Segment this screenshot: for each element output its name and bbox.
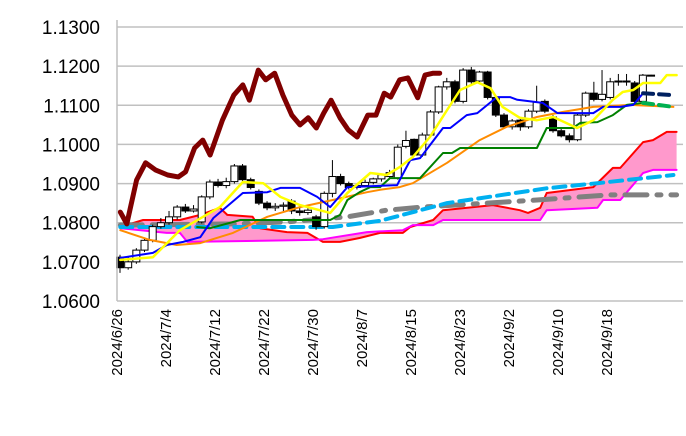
candle-bullish: [205, 181, 214, 198]
series-lines-front: [117, 67, 678, 262]
candle-bearish: [467, 69, 476, 83]
x-tick-label: 2024/7/30: [305, 309, 322, 376]
x-tick-label: 2024/8/7: [354, 309, 371, 367]
candle-bearish: [238, 165, 247, 181]
candle-bearish: [557, 130, 566, 137]
senkou-span-b-line: [119, 168, 678, 243]
x-tick-label: 2024/9/10: [550, 309, 567, 376]
candle-bullish: [401, 140, 410, 147]
candle-bullish: [459, 69, 468, 102]
y-tick-label: 1.1300: [42, 18, 100, 39]
x-tick-label: 2024/7/22: [256, 309, 273, 376]
candle-bullish: [222, 181, 231, 187]
candle-bearish: [630, 82, 639, 102]
x-tick-label: 2024/7/4: [158, 309, 175, 367]
candle-bearish: [312, 216, 321, 228]
series-lines-back: [117, 130, 680, 243]
candle-bullish: [279, 204, 288, 207]
x-tick-label: 2024/9/18: [599, 309, 616, 376]
candle-bullish: [303, 209, 312, 214]
candle-bullish: [140, 239, 149, 251]
candle-bullish: [622, 80, 631, 83]
kijun-sen-forecast-line: [641, 100, 676, 109]
candle-bullish: [230, 165, 239, 183]
candle-bullish: [475, 71, 484, 82]
candle-bullish: [361, 181, 370, 187]
yellow-line-line: [119, 73, 678, 262]
tenkan-sen-forecast-line: [641, 91, 676, 98]
candle-bearish: [295, 210, 304, 214]
candle-bearish: [589, 92, 598, 100]
cloud-fill: [120, 131, 677, 242]
x-tick-label: 2024/7/12: [207, 309, 224, 376]
candle-bearish: [254, 190, 263, 204]
y-tick-label: 1.0700: [42, 253, 100, 274]
chikou-span-line: [117, 67, 443, 227]
x-tick-label: 2024/8/15: [403, 309, 420, 376]
ichimoku-cloud: [120, 131, 677, 242]
y-tick-label: 1.1100: [43, 96, 100, 117]
y-axis-ticks: 1.0600 1.0700 1.0800 1.0900 1.1000 1.1100 1.12…: [42, 18, 100, 313]
x-tick-label: 2024/8/23: [452, 309, 469, 376]
candle-bullish: [197, 196, 206, 223]
candle-bullish: [442, 81, 451, 88]
candle-bullish: [434, 86, 443, 113]
candle-bullish: [148, 226, 157, 241]
candle-bearish: [499, 114, 508, 128]
y-tick-label: 1.1200: [42, 57, 100, 78]
candle-bearish: [181, 206, 190, 212]
candle-bullish: [614, 80, 623, 83]
y-tick-label: 1.1000: [42, 135, 100, 156]
x-tick-label: 2024/6/26: [109, 309, 126, 376]
candle-bullish: [271, 205, 280, 209]
candle-bullish: [581, 92, 590, 116]
y-tick-label: 1.0800: [42, 214, 100, 235]
candle-bullish: [598, 93, 607, 100]
candle-bullish: [369, 178, 378, 183]
candle-bearish: [336, 176, 345, 185]
candle-bearish: [565, 135, 574, 141]
candle-bullish: [173, 206, 182, 218]
candle-bullish: [606, 81, 615, 98]
candle-bullish: [189, 208, 198, 212]
x-axis-ticks: 2024/6/26 2024/7/4 2024/7/12 2024/7/22 2024/…: [109, 309, 616, 376]
candle-bullish: [393, 146, 402, 179]
y-tick-label: 1.0600: [42, 292, 100, 313]
x-tick-label: 2024/9/2: [501, 309, 518, 367]
y-tick-label: 1.0900: [42, 175, 100, 196]
senkou-span-a-line: [119, 130, 678, 243]
candle-bullish: [532, 101, 541, 112]
cyan-dashed-line: [118, 173, 676, 229]
candle-bearish: [263, 202, 272, 209]
candle-bullish: [328, 176, 337, 194]
candle-bullish: [165, 216, 174, 224]
candle-bearish: [214, 181, 223, 187]
candle-bullish: [156, 222, 165, 228]
candle-bullish: [647, 74, 656, 77]
candle-bullish: [124, 261, 133, 269]
gray-dash-dot-line: [117, 192, 680, 228]
